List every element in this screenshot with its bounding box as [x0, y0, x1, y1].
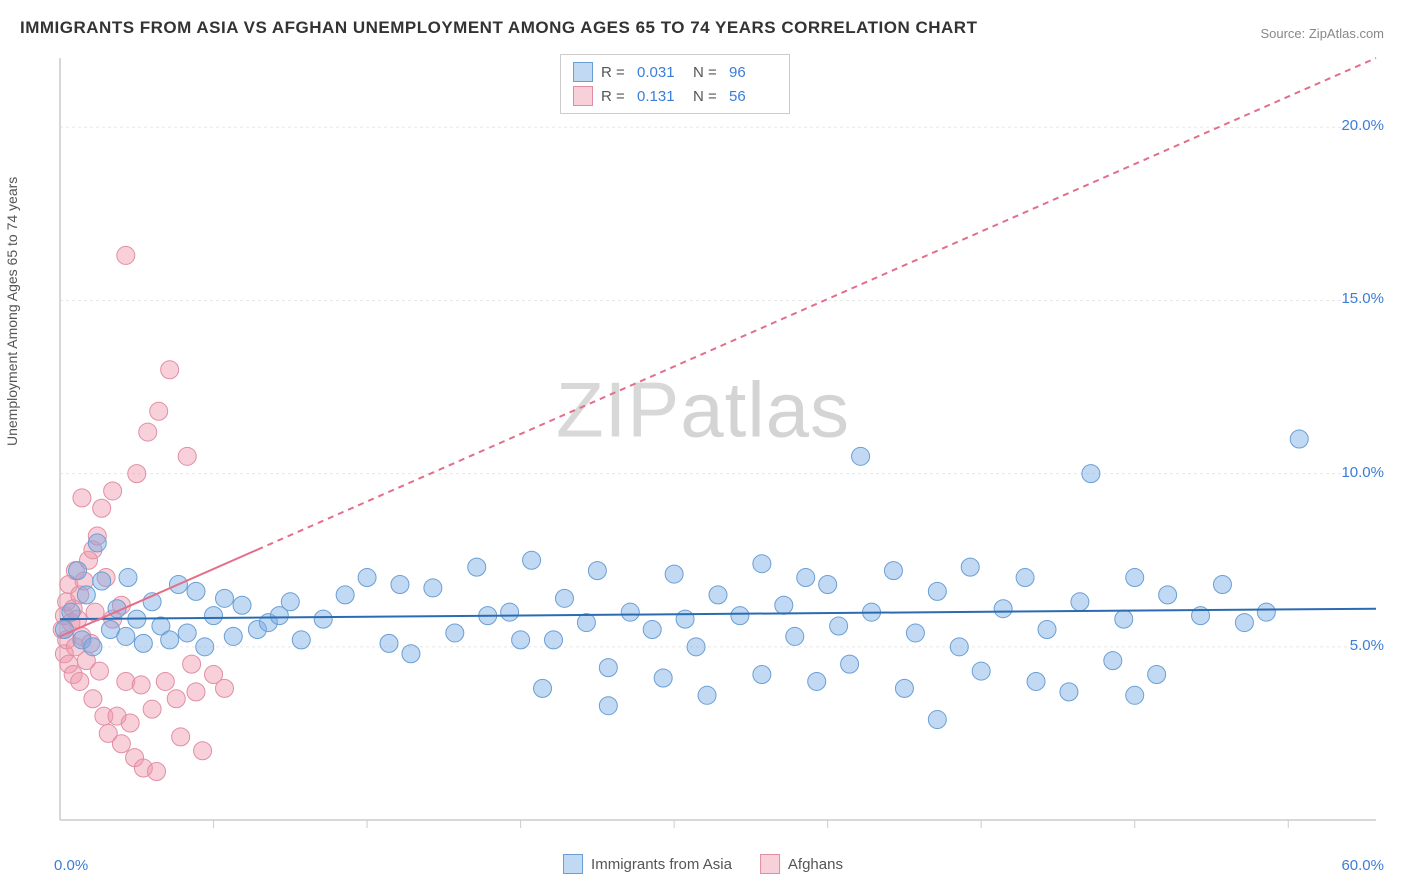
n-label: N = — [693, 88, 721, 105]
legend-correlation: R = 0.031 N = 96 R = 0.131 N = 56 — [560, 54, 790, 114]
r-value-blue: 0.031 — [637, 64, 685, 81]
x-max-label: 60.0% — [1341, 857, 1384, 874]
n-value-pink: 56 — [729, 88, 777, 105]
n-label: N = — [693, 64, 721, 81]
r-label: R = — [601, 64, 629, 81]
scatter-chart — [50, 50, 1386, 842]
legend-swatch-pink — [573, 86, 593, 106]
legend-swatch-blue — [573, 62, 593, 82]
y-tick-15: 15.0% — [1341, 290, 1384, 307]
legend-item-afghans: Afghans — [760, 854, 843, 874]
legend-series: Immigrants from Asia Afghans — [563, 854, 843, 874]
y-tick-5: 5.0% — [1350, 637, 1384, 654]
r-label: R = — [601, 88, 629, 105]
r-value-pink: 0.131 — [637, 88, 685, 105]
x-origin-label: 0.0% — [54, 857, 88, 874]
legend-swatch-asia — [563, 854, 583, 874]
legend-label-asia: Immigrants from Asia — [591, 856, 732, 873]
source-attribution: Source: ZipAtlas.com — [1260, 26, 1384, 41]
chart-container — [50, 50, 1386, 842]
legend-label-afghans: Afghans — [788, 856, 843, 873]
y-tick-20: 20.0% — [1341, 117, 1384, 134]
page-title: IMMIGRANTS FROM ASIA VS AFGHAN UNEMPLOYM… — [20, 18, 977, 38]
y-tick-10: 10.0% — [1341, 464, 1384, 481]
legend-row-blue: R = 0.031 N = 96 — [573, 60, 777, 84]
y-axis-label: Unemployment Among Ages 65 to 74 years — [4, 177, 20, 446]
legend-item-asia: Immigrants from Asia — [563, 854, 732, 874]
n-value-blue: 96 — [729, 64, 777, 81]
legend-swatch-afghans — [760, 854, 780, 874]
legend-row-pink: R = 0.131 N = 56 — [573, 84, 777, 108]
